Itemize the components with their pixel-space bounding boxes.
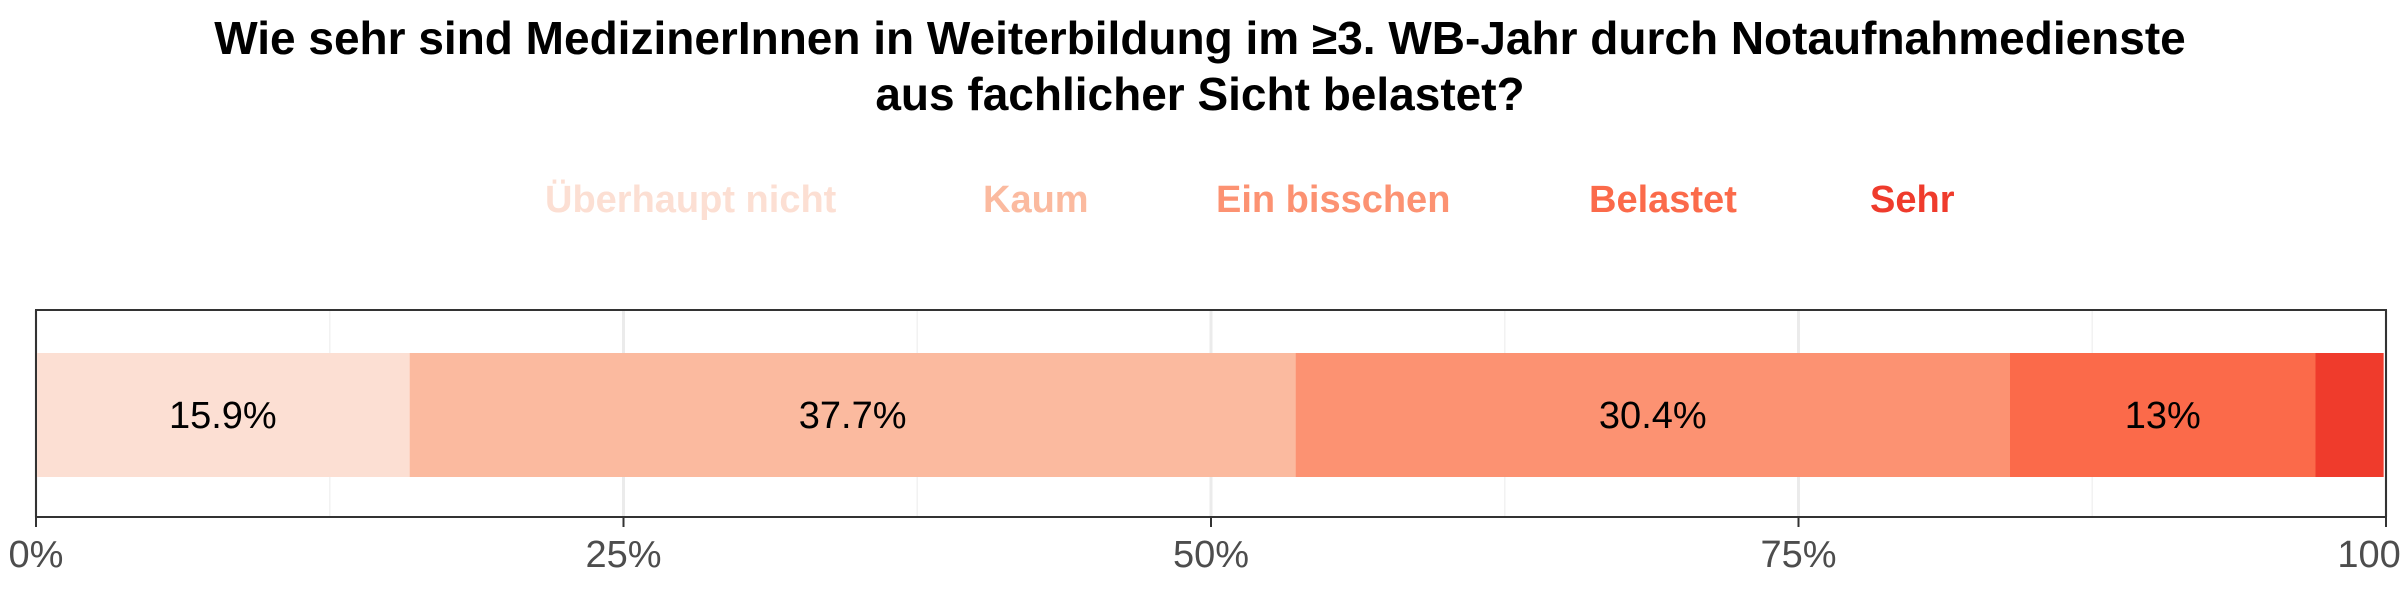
x-tick-label: 0%: [9, 534, 64, 576]
legend-item-kaum: Kaum: [983, 179, 1089, 221]
data-label-kaum: 37.7%: [799, 395, 907, 437]
data-label-ein-bisschen: 30.4%: [1599, 395, 1707, 437]
data-label--berhaupt-nicht: 15.9%: [169, 395, 277, 437]
chart-title: Wie sehr sind MedizinerInnen in Weiterbi…: [214, 12, 2186, 120]
bar-segment-ein-bisschen: [1295, 353, 2010, 477]
legend: Überhaupt nicht Kaum Ein bisschen Belast…: [0, 170, 2400, 230]
bar-segment-sehr: [2315, 353, 2384, 477]
x-tick-label: 25%: [585, 534, 661, 576]
x-tick-label: 75%: [1760, 534, 1836, 576]
x-tick-label: 100%: [2337, 534, 2400, 576]
legend-item-sehr: Sehr: [1870, 179, 1955, 221]
data-label-belastet: 13%: [2125, 395, 2201, 437]
legend-item-ueberhaupt-nicht: Überhaupt nicht: [545, 179, 837, 221]
bar-segment-belastet: [2010, 353, 2316, 477]
x-tick-label: 50%: [1173, 534, 1249, 576]
bar-segment-kaum: [409, 353, 1296, 477]
bar-segment--berhaupt-nicht: [36, 353, 410, 477]
legend-item-ein-bisschen: Ein bisschen: [1216, 179, 1451, 221]
legend-item-belastet: Belastet: [1589, 179, 1737, 221]
